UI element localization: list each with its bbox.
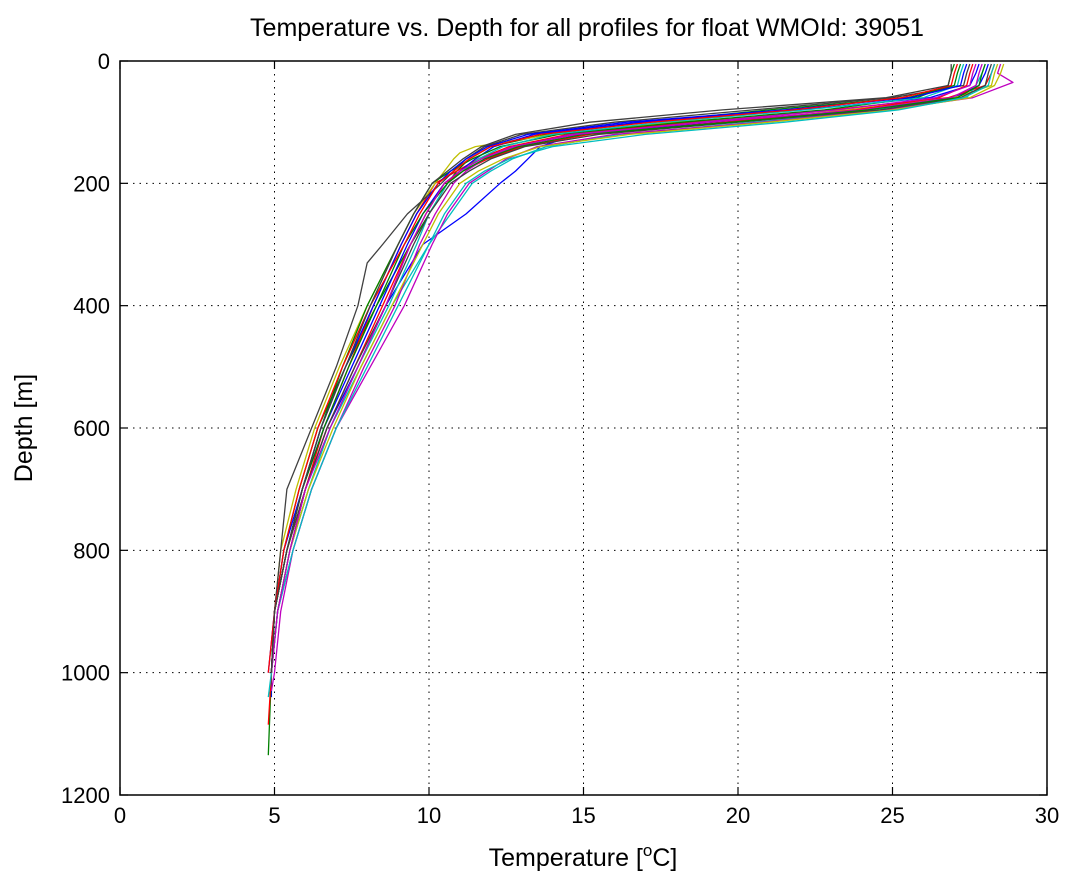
profile-line-13 <box>270 63 1005 673</box>
x-tick-labels: 0 5 10 15 20 25 30 <box>114 803 1059 828</box>
x-tick-label: 20 <box>726 803 750 828</box>
y-tick-label: 0 <box>98 49 110 74</box>
profile-line-7 <box>270 63 971 673</box>
profile-line-20 <box>270 64 952 673</box>
y-tick-label: 400 <box>73 294 110 319</box>
profile-line-19 <box>270 63 977 673</box>
x-tick-label: 25 <box>880 803 904 828</box>
y-tick-label: 600 <box>73 416 110 441</box>
x-tick-label: 30 <box>1035 803 1059 828</box>
x-axis-title-degree: o <box>643 841 652 860</box>
profile-lines <box>267 63 1014 756</box>
profile-line-18 <box>270 63 996 673</box>
profile-line-17 <box>267 63 959 673</box>
x-tick-label: 15 <box>571 803 595 828</box>
y-tick-label: 1200 <box>61 783 110 808</box>
x-tick-label: 0 <box>114 803 126 828</box>
x-tick-label: 10 <box>417 803 441 828</box>
y-axis-title: Depth [m] <box>10 374 38 482</box>
y-tick-label: 1000 <box>61 661 110 686</box>
x-tick-label: 5 <box>268 803 280 828</box>
y-tick-labels: 0 200 400 600 800 1000 1200 <box>61 49 110 808</box>
x-axis-title: Temperature [oC] <box>489 841 678 872</box>
y-tick-label: 800 <box>73 538 110 563</box>
y-tick-label: 200 <box>73 171 110 196</box>
chart-title: Temperature vs. Depth for all profiles f… <box>250 14 924 42</box>
x-axis-title-unit: C] <box>652 844 677 872</box>
x-axis-title-main: Temperature [ <box>489 844 643 872</box>
axis-ticks <box>119 60 1048 796</box>
